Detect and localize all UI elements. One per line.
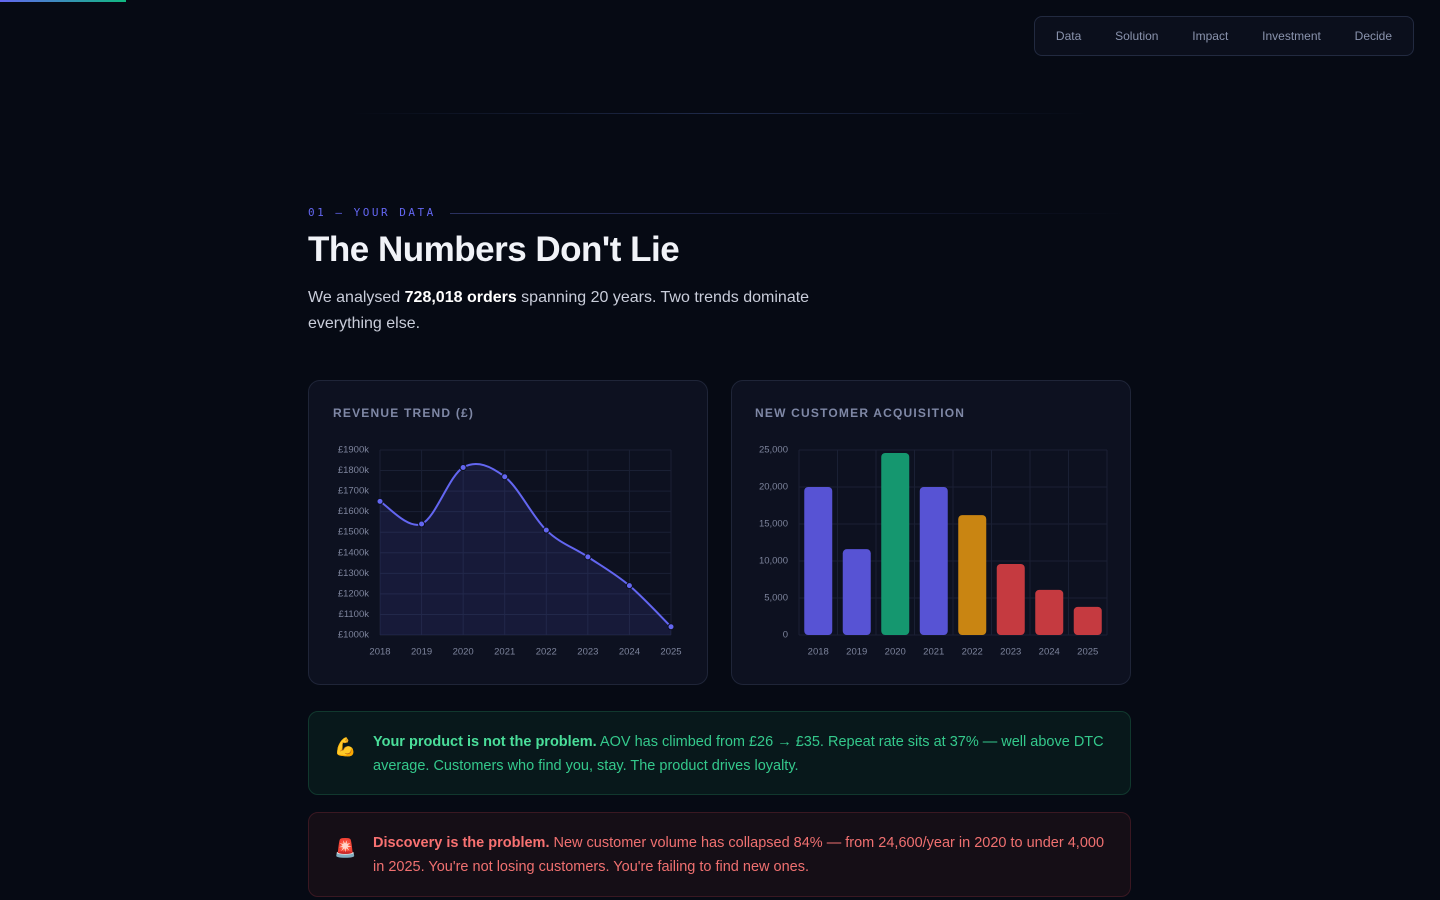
y-tick-label: £1000k	[338, 630, 369, 641]
x-tick-label: 2023	[577, 647, 598, 658]
x-tick-label: 2022	[536, 647, 557, 658]
progress-bar	[0, 0, 126, 2]
intro-highlight: 728,018 orders	[404, 289, 517, 306]
x-tick-label: 2021	[923, 647, 944, 658]
x-tick-label: 2019	[846, 647, 867, 658]
section-label: 01 — YOUR DATA	[308, 206, 436, 219]
x-tick-label: 2018	[369, 647, 390, 658]
point	[625, 582, 633, 590]
y-tick-label: £1400k	[338, 547, 369, 558]
intro: We analysed 728,018 orders spanning 20 y…	[308, 285, 828, 337]
x-tick-label: 2024	[1039, 647, 1060, 658]
x-tick-label: 2020	[885, 647, 906, 658]
bar	[1073, 606, 1102, 635]
section-rule	[450, 213, 1130, 214]
y-tick-label: £1900k	[338, 445, 369, 456]
intro-text: spanning 20 years. Two trends dominate e…	[308, 289, 810, 332]
bar	[804, 487, 833, 635]
y-tick-label: £1100k	[339, 609, 370, 620]
bar	[881, 452, 910, 635]
y-tick-label: £1500k	[338, 527, 369, 538]
x-tick-label: 2019	[411, 647, 432, 658]
x-tick-label: 2024	[619, 647, 640, 658]
x-tick-label: 2022	[962, 647, 983, 658]
point	[376, 497, 384, 505]
y-tick-label: 5,000	[764, 593, 788, 604]
section-title: The Numbers Don't Lie	[308, 230, 680, 269]
chart-title: NEW CUSTOMER ACQUISITION	[755, 406, 965, 420]
callout-success: 💪 Your product is not the problem. AOV ha…	[308, 711, 1131, 795]
x-tick-label: 2021	[494, 647, 515, 658]
y-tick-label: £1800k	[338, 465, 369, 476]
point	[501, 473, 509, 481]
nav: Data Solution Impact Investment Decide	[1034, 16, 1414, 56]
callout-lead: Discovery is the problem.	[373, 835, 550, 851]
y-tick-label: £1300k	[338, 568, 369, 579]
bar	[842, 549, 871, 635]
y-tick-label: £1700k	[338, 486, 369, 497]
callout-lead: Your product is not the problem.	[373, 734, 597, 750]
x-tick-label: 2020	[453, 647, 474, 658]
y-tick-label: 10,000	[759, 556, 788, 567]
chart-title: REVENUE TREND (£)	[333, 406, 474, 420]
point	[459, 463, 467, 471]
area	[380, 464, 671, 635]
y-tick-label: £1600k	[338, 506, 369, 517]
nav-link[interactable]: Solution	[1115, 29, 1159, 43]
callout-icon: 🚨	[334, 838, 357, 858]
divider	[350, 113, 1090, 114]
point	[667, 623, 675, 631]
line	[379, 463, 672, 628]
x-tick-label: 2018	[808, 647, 829, 658]
point	[542, 526, 550, 534]
bar	[919, 487, 948, 635]
nav-link[interactable]: Decide	[1354, 29, 1393, 43]
nav-link[interactable]: Data	[1055, 29, 1082, 43]
nav-link[interactable]: Impact	[1192, 29, 1229, 43]
y-tick-label: 20,000	[759, 482, 788, 493]
callout-icon: 💪	[334, 737, 357, 757]
y-tick-label: 15,000	[759, 519, 788, 530]
bar	[996, 563, 1025, 635]
callout-warning: 🚨 Discovery is the problem. New customer …	[308, 812, 1131, 897]
bar	[1035, 589, 1064, 635]
bar	[958, 515, 987, 635]
x-tick-label: 2025	[660, 647, 681, 658]
x-tick-label: 2025	[1077, 647, 1098, 658]
point	[584, 553, 592, 561]
callout-text: AOV has climbed from £26 → £35. Repeat r…	[373, 734, 1104, 774]
nav-link[interactable]: Investment	[1262, 29, 1321, 43]
point	[418, 520, 426, 528]
x-tick-label: 2023	[1000, 647, 1021, 658]
y-tick-label: 0	[783, 630, 788, 641]
intro-text: We analysed	[308, 289, 405, 306]
callout-text: New customer volume has collapsed 84% — …	[373, 835, 1105, 875]
y-tick-label: 25,000	[759, 445, 788, 456]
y-tick-label: £1200k	[338, 588, 369, 599]
